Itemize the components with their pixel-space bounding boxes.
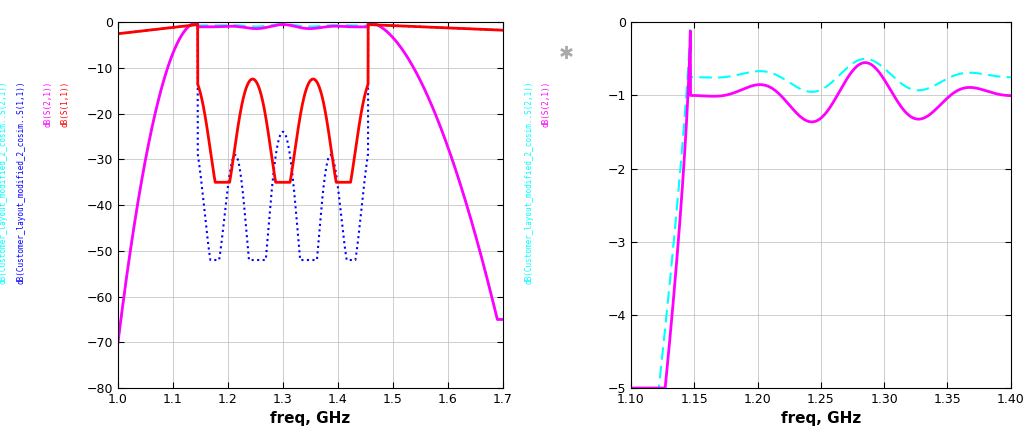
X-axis label: freq, GHz: freq, GHz — [781, 412, 861, 426]
Text: dB(Customer_layout_modified_2_cosim..S(2,1)): dB(Customer_layout_modified_2_cosim..S(2… — [0, 80, 7, 284]
Text: dB(S(1,1)): dB(S(1,1)) — [61, 80, 69, 127]
X-axis label: freq, GHz: freq, GHz — [270, 412, 351, 426]
Text: dB(Customer_layout_modified_2_cosim..S(2,1)): dB(Customer_layout_modified_2_cosim..S(2… — [525, 80, 534, 284]
Text: dB(S(2,1)): dB(S(2,1)) — [542, 80, 550, 127]
Text: ✱: ✱ — [559, 45, 574, 62]
Text: dB(S(2,1)): dB(S(2,1)) — [44, 80, 52, 127]
Text: dB(Customer_layout_modified_2_cosim..S(1,1)): dB(Customer_layout_modified_2_cosim..S(1… — [16, 80, 25, 284]
